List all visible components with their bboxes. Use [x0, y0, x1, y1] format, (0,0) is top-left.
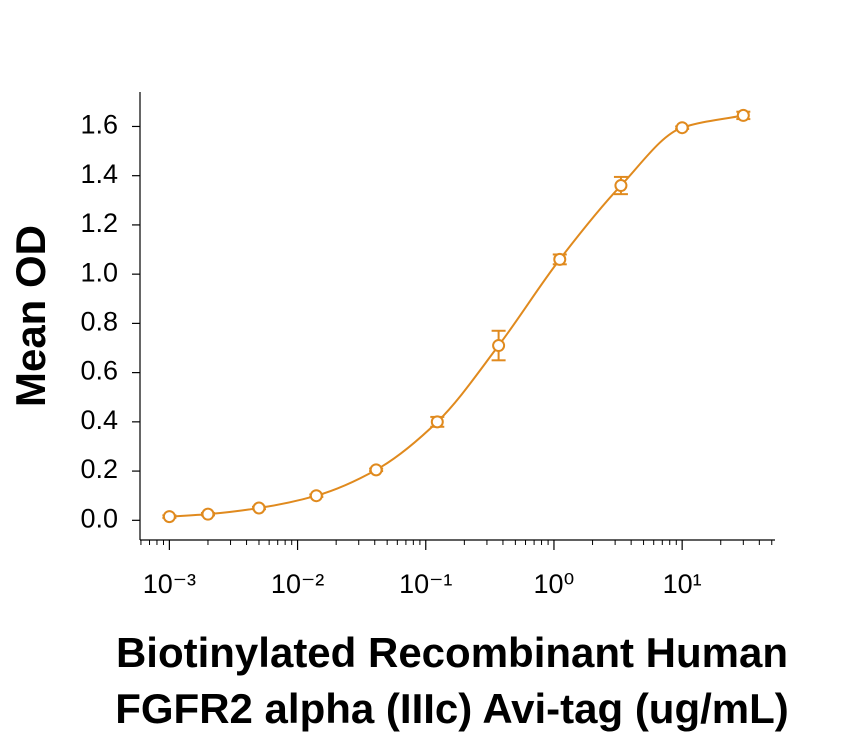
- x-tick-label: 10⁻¹: [399, 569, 452, 599]
- point: [309, 489, 323, 503]
- point: [369, 463, 383, 477]
- point: [430, 415, 444, 429]
- y-tick-label: 0.2: [80, 454, 118, 484]
- point: [614, 179, 628, 193]
- point: [252, 501, 266, 515]
- y-tick-label: 1.6: [80, 110, 118, 140]
- y-tick-label: 0.0: [80, 503, 118, 533]
- y-tick-label: 0.4: [80, 405, 118, 435]
- x-tick-label: 10⁰: [534, 569, 575, 599]
- point: [736, 108, 750, 122]
- fit-curve: [169, 114, 744, 518]
- x-axis-title: Biotinylated Recombinant Human: [116, 629, 788, 676]
- point: [553, 252, 567, 266]
- point: [201, 507, 215, 521]
- point: [162, 510, 176, 524]
- y-tick-label: 1.4: [80, 159, 118, 189]
- point: [675, 121, 689, 135]
- x-tick-label: 10⁻³: [143, 569, 196, 599]
- x-tick-label: 10⁻²: [271, 569, 324, 599]
- x-axis-title: FGFR2 alpha (IIIc) Avi-tag (ug/mL): [115, 685, 789, 732]
- y-tick-label: 0.8: [80, 307, 118, 337]
- y-tick-label: 0.6: [80, 356, 118, 386]
- y-axis-title: Mean OD: [7, 225, 54, 407]
- point: [492, 339, 506, 353]
- y-tick-label: 1.2: [80, 208, 118, 238]
- y-tick-label: 1.0: [80, 257, 118, 287]
- x-tick-label: 10¹: [663, 569, 702, 599]
